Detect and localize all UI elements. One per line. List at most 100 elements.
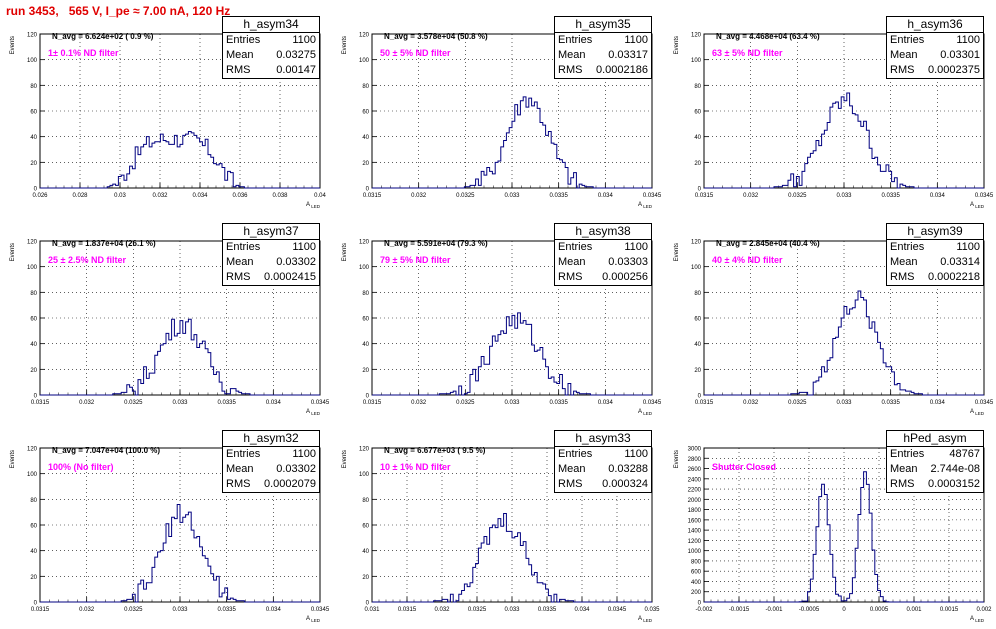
stat-label: Mean [890,463,918,475]
stat-value: 0.0002218 [928,271,980,283]
stat-value: 1100 [292,34,316,46]
stat-row-rms: RMS 0.0002375 [887,63,983,78]
stat-value: 1100 [624,448,648,460]
y-tick-label: 40 [362,342,369,348]
y-tick-label: 120 [27,447,38,453]
y-tick-label: 100 [27,265,38,271]
x-tick-label: 0.0315 [363,400,382,406]
histogram-line [40,503,320,603]
stat-box-title: h_asym34 [223,17,319,33]
y-axis-label: Events [10,450,16,468]
y-tick-label: 60 [362,317,369,323]
x-tick-label: 0.0325 [456,193,475,199]
stat-row-rms: RMS 0.0002186 [555,63,651,78]
x-tick-label: 0.0315 [695,400,714,406]
filter-label: 50 ± 5% ND filter [380,48,451,58]
x-axis-label: A LED [638,616,653,623]
x-tick-label: 0 [842,607,846,613]
x-tick-label: -0.0005 [799,607,820,613]
stat-label: RMS [226,478,251,490]
y-tick-label: 0 [366,187,370,193]
x-tick-label: 0.0325 [124,607,143,613]
x-tick-label: 0.031 [364,607,380,613]
stat-value: 0.000256 [602,271,648,283]
stat-row-rms: RMS 0.0002415 [223,270,319,285]
y-tick-label: 60 [694,317,701,323]
x-tick-label: 0.0335 [549,193,568,199]
stat-box-title: h_asym37 [223,224,319,240]
x-tick-label: 0.033 [836,193,852,199]
histogram-plot: 0 20 40 60 80 100 120 0.031 0.0315 0.032 0.0325 0.0… [342,447,660,624]
x-tick-label: 0.036 [232,193,248,199]
y-tick-label: 120 [359,240,370,246]
histogram-line [372,96,652,189]
y-tick-label: 2400 [688,477,702,483]
x-axis-label: A LED [970,616,985,623]
stat-label: RMS [558,478,583,490]
y-tick-label: 100 [359,472,370,478]
stat-row-mean: Mean 0.03317 [555,48,651,63]
filter-label: 79 ± 5% ND filter [380,255,451,265]
histogram-panel-h_asym34: 0 20 40 60 80 100 120 0.026 0.028 0.03 0.032 0.034 0… [0,8,332,215]
stat-label: Entries [558,448,593,460]
x-tick-label: 0.034 [930,400,946,406]
stat-box-title: hPed_asym [887,431,983,447]
stat-box: h_asym35 Entries 1100 Mean 0.03317 RMS 0.00021… [554,16,652,79]
x-tick-label: 0.034 [574,607,590,613]
y-tick-label: 20 [362,161,369,167]
histogram-line [40,318,320,396]
y-tick-label: 2800 [688,457,702,463]
x-tick-label: 0.03 [114,193,126,199]
x-tick-label: 0.033 [172,400,188,406]
stat-label: Mean [226,49,254,61]
y-tick-label: 120 [359,447,370,453]
y-tick-label: 80 [30,498,37,504]
y-tick-label: 1200 [688,539,702,545]
x-tick-label: 0.032 [743,193,759,199]
x-tick-label: 0.033 [504,193,520,199]
y-axis-label: Events [342,450,348,468]
x-tick-label: 0.0325 [468,607,487,613]
y-tick-label: 20 [694,161,701,167]
y-tick-label: 80 [694,84,701,90]
filter-label: 40 ± 4% ND filter [712,255,783,265]
x-axis-label: A LED [306,202,321,209]
stat-value: 0.000324 [602,478,648,490]
x-tick-label: 0.035 [644,607,660,613]
x-axis-label: A LED [306,409,321,416]
stat-box-title: h_asym35 [555,17,651,33]
stat-box: h_asym32 Entries 1100 Mean 0.03302 RMS 0.00020… [222,430,320,493]
stat-label: Entries [226,241,261,253]
histogram-panel-h_asym37: 0 20 40 60 80 100 120 0.0315 0.032 0.0325 0.033 0.0… [0,215,332,422]
y-tick-label: 100 [359,58,370,64]
stat-row-entries: Entries 1100 [887,33,983,48]
y-tick-label: 0 [34,394,38,400]
stat-box-title: h_asym39 [887,224,983,240]
y-tick-label: 40 [694,135,701,141]
y-tick-label: 20 [694,368,701,374]
stat-label: RMS [890,64,915,76]
stat-label: Entries [558,241,593,253]
stat-row-rms: RMS 0.000324 [555,477,651,492]
y-tick-label: 2200 [688,488,702,494]
filter-label: 25 ± 2.5% ND filter [48,255,126,265]
stat-value: 0.03288 [608,463,648,475]
x-tick-label: 0.0345 [311,607,330,613]
histogram-plot: 0 20 40 60 80 100 120 0.0315 0.032 0.0325 0.033 0.0… [10,240,330,417]
y-axis-label: Events [674,450,680,468]
histogram-line [704,290,984,396]
y-tick-label: 40 [362,549,369,555]
stat-value: 1100 [624,34,648,46]
stat-label: Entries [890,241,925,253]
x-axis-label: A LED [638,202,653,209]
histogram-panel-h_asym36: 0 20 40 60 80 100 120 0.0315 0.032 0.0325 0.033 0.0… [664,8,996,215]
stat-value: 0.03303 [608,256,648,268]
y-tick-label: 0 [34,601,38,607]
stat-label: Entries [558,34,593,46]
x-tick-label: -0.0015 [729,607,750,613]
x-tick-label: 0.0335 [881,193,900,199]
x-tick-label: 0.032 [411,400,427,406]
y-axis-label: Events [342,36,348,54]
x-tick-label: 0.0345 [643,193,662,199]
y-tick-label: 120 [27,240,38,246]
